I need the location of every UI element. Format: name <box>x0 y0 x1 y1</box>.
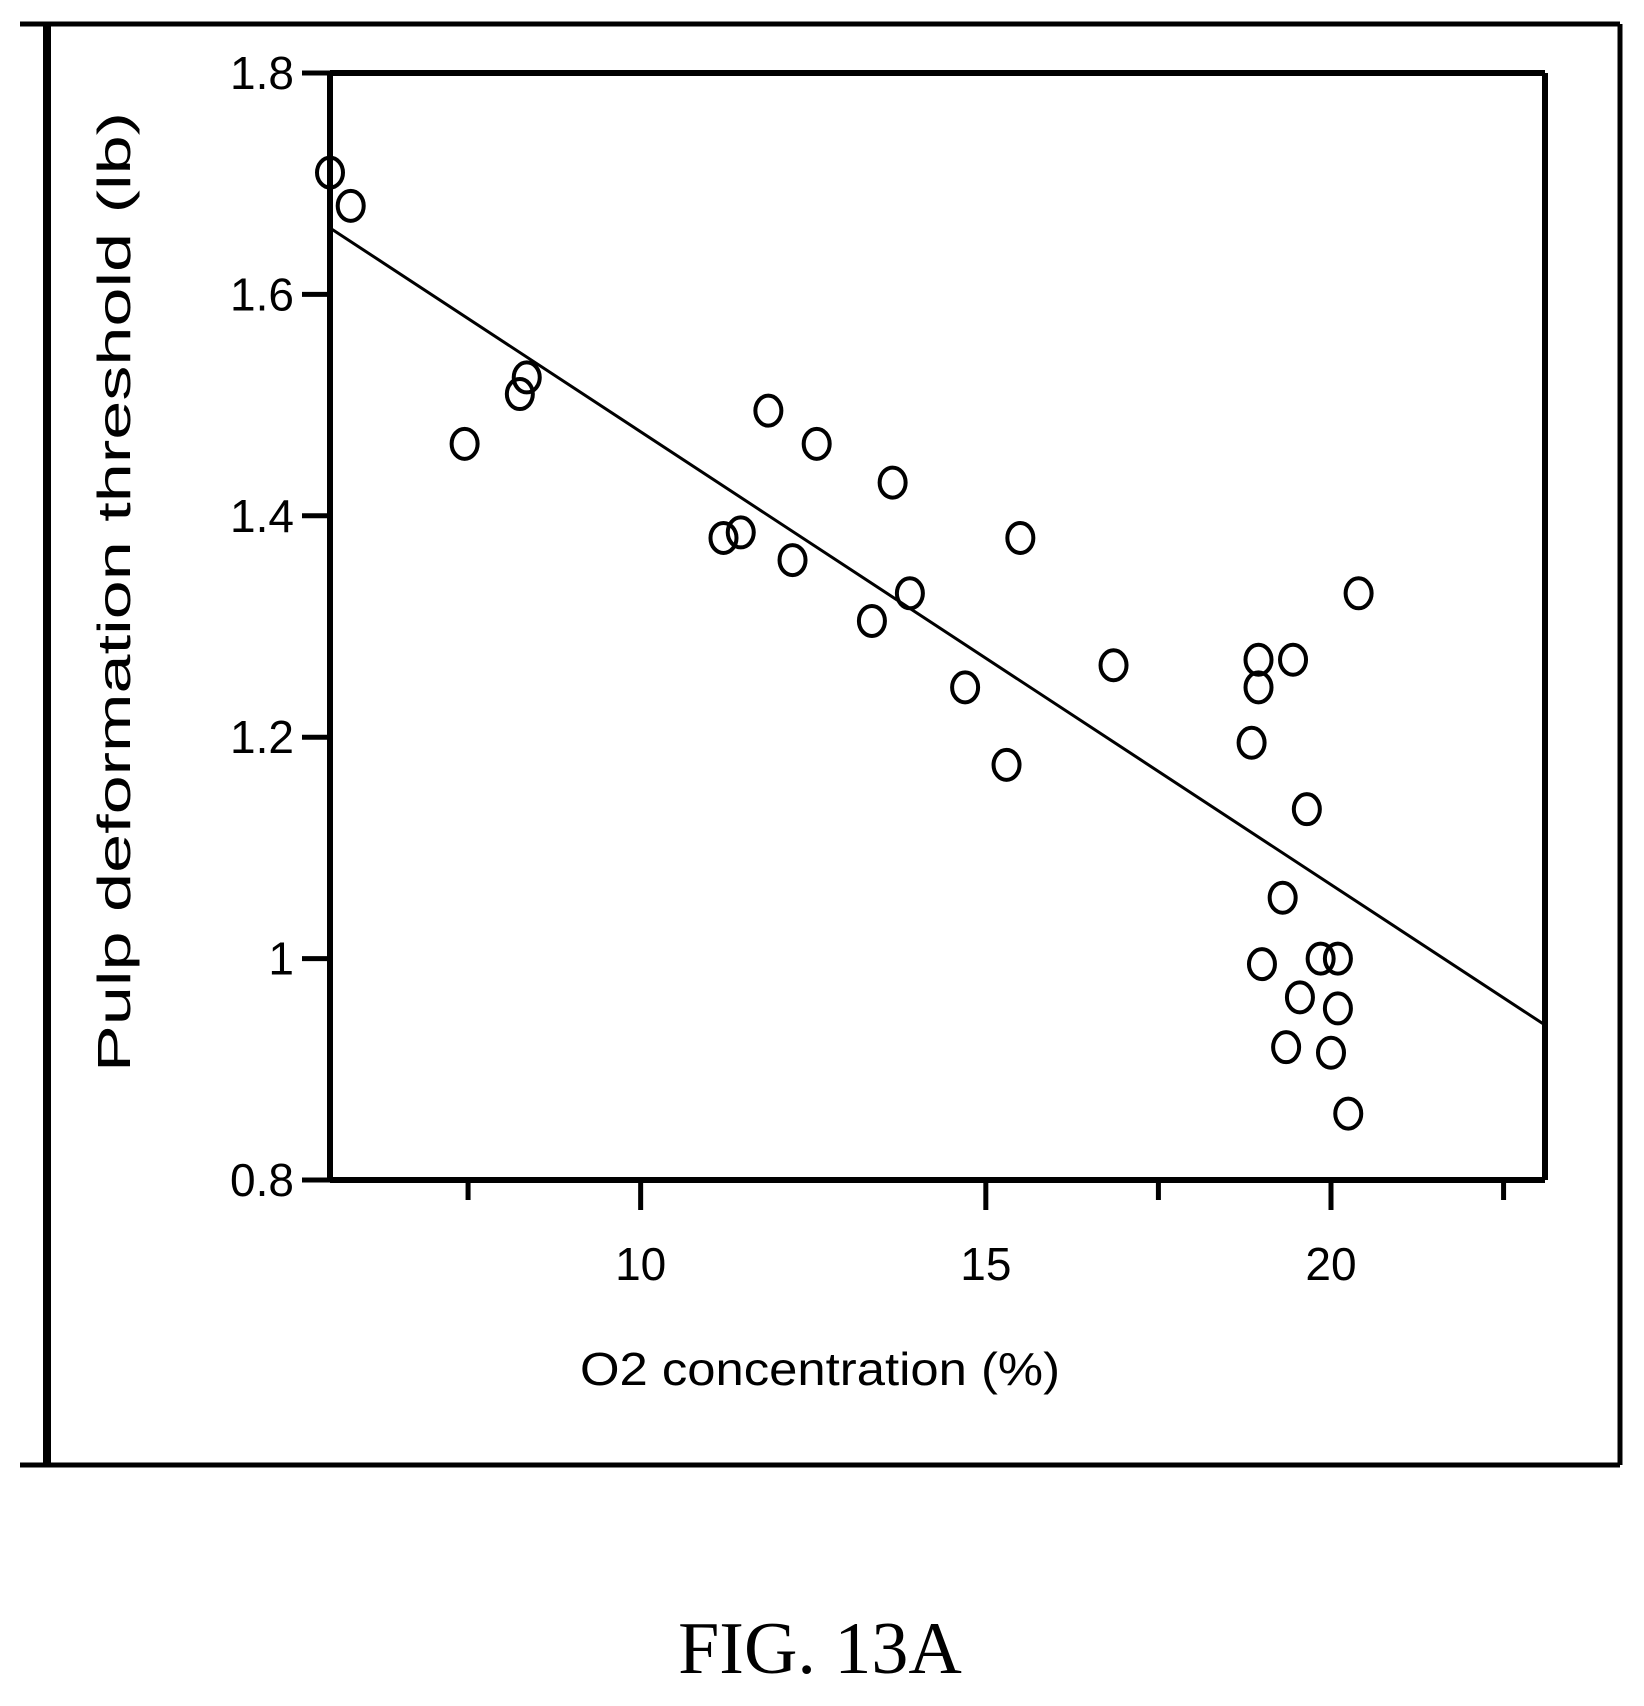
y-tick-label: 1.8 <box>230 47 294 99</box>
data-point <box>1246 947 1277 982</box>
y-tick-label: 1.6 <box>230 268 294 320</box>
data-point <box>1267 880 1298 915</box>
data-point <box>894 576 925 611</box>
x-tick-label: 15 <box>960 1238 1011 1290</box>
data-point <box>856 603 887 638</box>
data-point <box>335 188 366 223</box>
data-point <box>1315 1035 1346 1070</box>
y-tick-label: 0.8 <box>230 1154 294 1206</box>
data-point <box>708 520 739 555</box>
data-point <box>1243 642 1274 677</box>
y-axis-ticks: 0.8 1 1.2 1.4 1.6 1.8 <box>230 47 330 1206</box>
y-tick-label: 1 <box>268 933 294 985</box>
data-point <box>1271 1030 1302 1065</box>
data-point <box>504 377 535 412</box>
data-point <box>877 465 908 500</box>
x-tick-label: 20 <box>1305 1238 1356 1290</box>
data-point <box>1305 941 1336 976</box>
data-point <box>1291 792 1322 827</box>
data-point <box>725 515 756 550</box>
data-point <box>1284 980 1315 1015</box>
x-axis-ticks: 10 15 20 <box>465 1180 1507 1290</box>
data-point <box>315 155 345 190</box>
trend-line-group <box>329 226 1546 1027</box>
data-point <box>753 393 784 428</box>
regression-line <box>329 226 1546 1027</box>
data-point <box>991 747 1022 782</box>
data-point <box>1236 725 1267 760</box>
data-point <box>801 426 832 461</box>
data-point <box>777 543 808 578</box>
data-point <box>1322 941 1353 976</box>
data-point <box>1322 991 1353 1026</box>
y-axis-title: Pulp deformation threshold (lb) <box>88 112 140 1072</box>
y-tick-label: 1.4 <box>230 490 294 542</box>
y-tick-label: 1.2 <box>230 711 294 763</box>
data-point <box>1278 642 1309 677</box>
data-points <box>315 155 1374 1131</box>
data-point <box>449 426 480 461</box>
data-point <box>1098 648 1129 683</box>
data-point <box>511 360 542 395</box>
data-point <box>1343 576 1374 611</box>
data-point <box>1243 670 1274 705</box>
figure-caption: FIG. 13A <box>678 1608 962 1690</box>
data-point <box>1005 520 1036 555</box>
data-point <box>950 670 981 705</box>
x-axis-title: O2 concentration (%) <box>580 1343 1060 1395</box>
x-tick-label: 10 <box>615 1238 666 1290</box>
data-point <box>1333 1096 1364 1131</box>
